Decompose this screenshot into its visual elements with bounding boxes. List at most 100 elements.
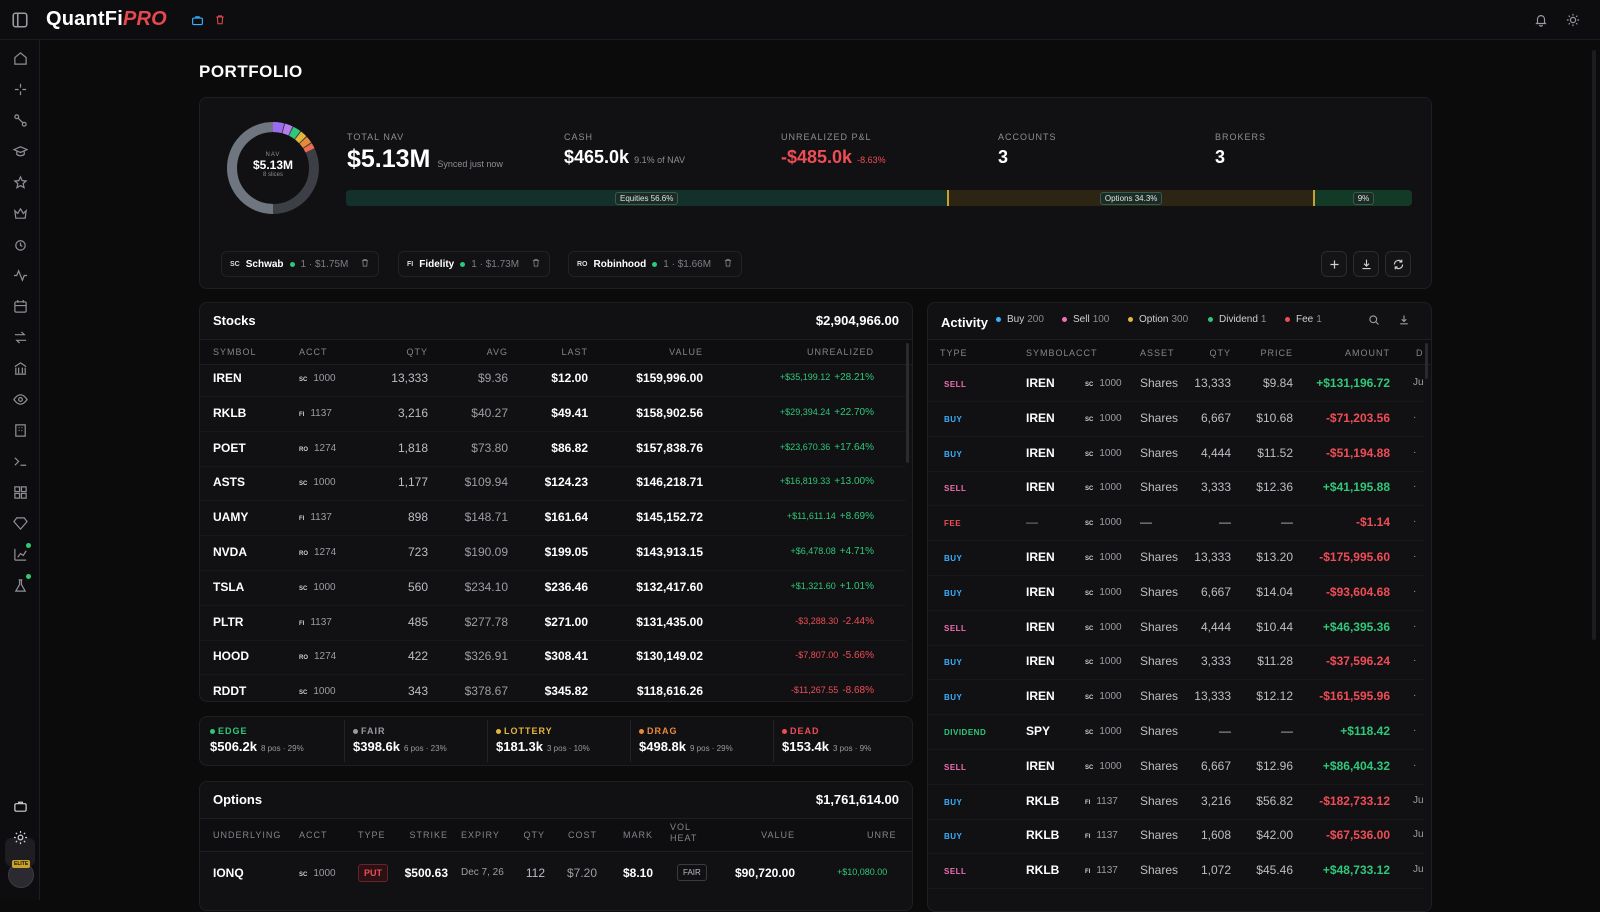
bell-icon[interactable]	[1532, 11, 1550, 29]
crown-icon[interactable]	[11, 204, 29, 222]
options-header-qty[interactable]: QTY	[523, 830, 545, 840]
table-row[interactable]	[200, 572, 906, 606]
activity-header-price[interactable]: PRICE	[1260, 348, 1293, 358]
grid-icon[interactable]	[11, 483, 29, 501]
activity-icon[interactable]	[11, 266, 29, 284]
table-row[interactable]	[200, 502, 906, 537]
symbol-cell[interactable]: IREN	[1026, 619, 1055, 634]
options-header-vol-heat[interactable]: VOL HEAT	[670, 822, 698, 843]
symbol-cell[interactable]: HOOD	[213, 649, 249, 664]
calendar-icon[interactable]	[11, 297, 29, 315]
activity-header-qty[interactable]: QTY	[1209, 348, 1231, 358]
activity-header-acct[interactable]: ACCT	[1069, 348, 1098, 358]
broker-chip-schwab[interactable]: SC Schwab 1 · $1.75M	[221, 251, 380, 277]
symbol-cell[interactable]: RKLB	[1026, 793, 1060, 808]
symbol-cell[interactable]: IREN	[1026, 480, 1055, 495]
nodes-icon[interactable]	[11, 111, 29, 129]
options-header-mark[interactable]: MARK	[622, 830, 653, 840]
filter-buy[interactable]: Buy 200	[996, 314, 1044, 325]
table-row[interactable]	[928, 507, 1424, 542]
table-row[interactable]	[928, 577, 1424, 611]
table-row[interactable]	[928, 786, 1424, 820]
table-row[interactable]	[928, 403, 1424, 437]
table-row[interactable]	[200, 607, 906, 641]
symbol-cell[interactable]: NVDA	[213, 545, 248, 559]
sparkles-icon[interactable]	[11, 80, 29, 98]
table-row[interactable]	[928, 681, 1424, 716]
transfer-icon[interactable]	[11, 328, 29, 346]
alarm-icon[interactable]	[11, 235, 29, 253]
options-header-type[interactable]: TYPE	[358, 830, 386, 840]
stocks-header-avg[interactable]: AVG	[486, 347, 508, 357]
table-row[interactable]	[200, 433, 906, 467]
category-drag[interactable]: DRAG $498.8k 9 pos · 29%	[639, 726, 733, 754]
category-lottery[interactable]: LOTTERY $181.3k 3 pos · 10%	[496, 726, 590, 754]
category-dead[interactable]: DEAD $153.4k 3 pos · 9%	[782, 726, 871, 754]
options-header-underlying[interactable]: UNDERLYING	[213, 830, 282, 840]
symbol-cell[interactable]: IREN	[1026, 445, 1055, 460]
trash-icon[interactable]	[531, 258, 541, 271]
activity-header-amount[interactable]: AMOUNT	[1345, 348, 1390, 358]
symbol-cell[interactable]: PLTR	[213, 614, 244, 629]
symbol-cell[interactable]: —	[1026, 515, 1038, 530]
trash-icon[interactable]	[360, 258, 370, 271]
graduation-cap-icon[interactable]	[11, 142, 29, 160]
table-row[interactable]	[928, 542, 1424, 576]
symbol-cell[interactable]: IREN	[213, 371, 242, 385]
sidebar-toggle-icon[interactable]	[11, 11, 29, 29]
building-icon[interactable]	[11, 421, 29, 439]
table-row[interactable]	[928, 716, 1424, 750]
table-row[interactable]	[928, 751, 1424, 785]
options-header-value[interactable]: VALUE	[761, 830, 795, 840]
stocks-header-value[interactable]: VALUE	[669, 347, 703, 357]
trash-icon[interactable]	[211, 11, 229, 29]
stocks-header-unrealized[interactable]: UNREALIZED	[806, 347, 874, 357]
activity-scrollbar[interactable]	[1425, 343, 1428, 379]
stocks-header-acct[interactable]: ACCT	[299, 347, 328, 357]
symbol-cell[interactable]: IREN	[1026, 550, 1055, 564]
table-row[interactable]	[200, 641, 906, 676]
options-header-strike[interactable]: STRIKE	[409, 830, 448, 840]
table-row[interactable]	[200, 363, 906, 397]
trash-icon[interactable]	[723, 258, 733, 271]
broker-chip-fidelity[interactable]: FI Fidelity 1 · $1.73M	[398, 251, 551, 277]
star-icon[interactable]	[11, 173, 29, 191]
table-row[interactable]	[200, 537, 906, 571]
export-icon[interactable]	[1398, 313, 1412, 327]
table-row[interactable]	[928, 646, 1424, 681]
table-row[interactable]	[200, 467, 906, 502]
search-icon[interactable]	[1368, 313, 1382, 327]
table-row[interactable]	[928, 855, 1424, 890]
symbol-cell[interactable]: IREN	[1026, 654, 1055, 669]
symbol-cell[interactable]: RKLB	[213, 405, 247, 420]
home-icon[interactable]	[11, 49, 29, 67]
activity-header-d[interactable]: D	[1416, 348, 1424, 358]
activity-header-symbol[interactable]: SYMBOL	[1026, 348, 1070, 358]
table-row[interactable]	[928, 368, 1424, 402]
avatar[interactable]: ELITE	[8, 860, 34, 888]
activity-header-asset[interactable]: ASSET	[1140, 348, 1175, 358]
filter-fee[interactable]: Fee 1	[1285, 314, 1322, 325]
terminal-icon[interactable]	[11, 452, 29, 470]
filter-dividend[interactable]: Dividend 1	[1208, 314, 1266, 325]
table-row[interactable]	[928, 820, 1424, 855]
symbol-cell[interactable]: IREN	[1026, 689, 1055, 704]
filter-sell[interactable]: Sell 100	[1062, 314, 1109, 325]
category-fair[interactable]: FAIR $398.6k 6 pos · 23%	[353, 726, 447, 754]
stocks-scrollbar[interactable]	[906, 343, 909, 463]
symbol-cell[interactable]: RKLB	[1026, 863, 1060, 878]
symbol-cell[interactable]: TSLA	[213, 579, 245, 594]
app-logo[interactable]: QuantFiPRO	[46, 8, 167, 30]
bank-icon[interactable]	[11, 359, 29, 377]
symbol-cell[interactable]: IREN	[1026, 584, 1055, 599]
flask-icon[interactable]	[11, 574, 31, 594]
eye-icon[interactable]	[11, 390, 29, 408]
settings-icon[interactable]	[11, 828, 29, 846]
refresh-button[interactable]	[1385, 251, 1411, 277]
briefcase-icon[interactable]	[188, 11, 206, 29]
options-header-cost[interactable]: COST	[567, 830, 597, 840]
options-header-unre[interactable]: UNRE	[867, 830, 897, 840]
underlying-cell[interactable]: IONQ	[213, 866, 244, 880]
sun-icon[interactable]	[1564, 11, 1582, 29]
stocks-header-qty[interactable]: QTY	[406, 347, 428, 357]
